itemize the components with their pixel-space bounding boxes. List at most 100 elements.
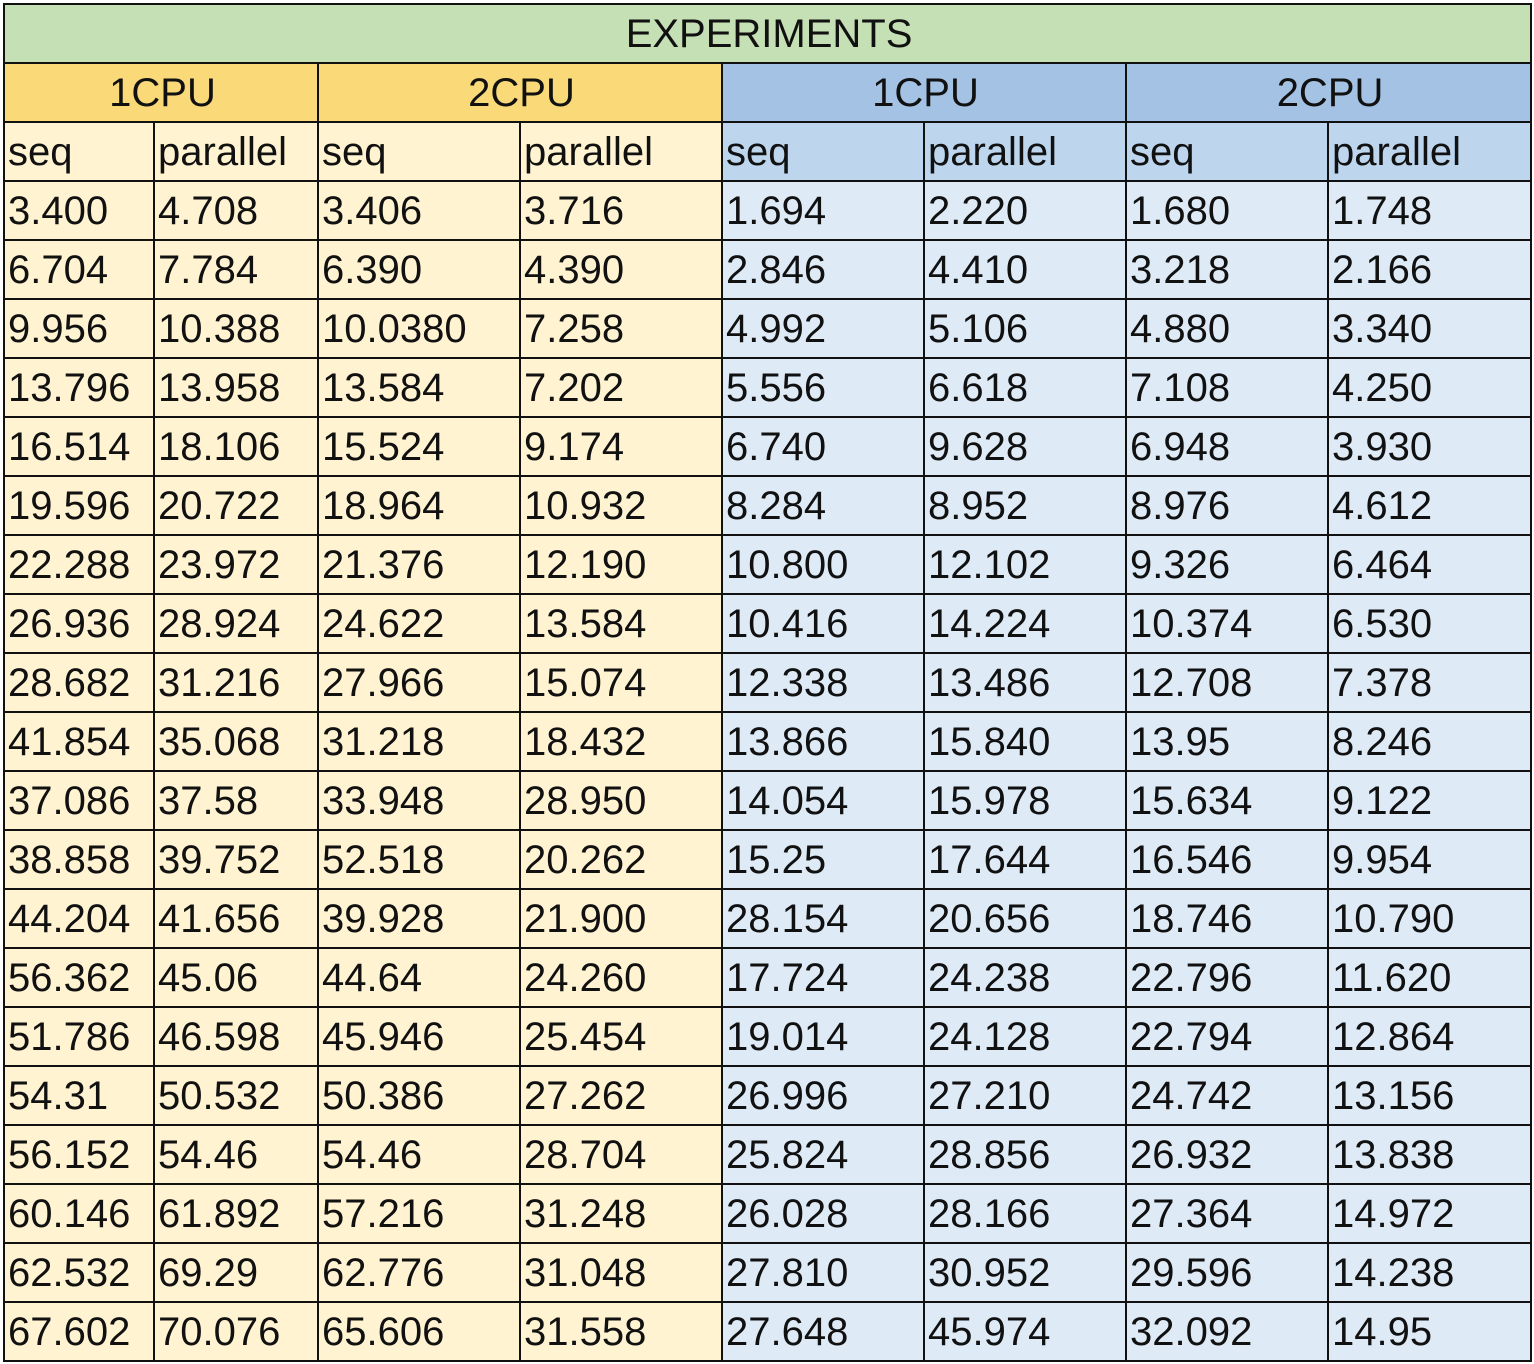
table-cell[interactable]: 20.262 — [519, 829, 723, 890]
table-cell[interactable]: 6.530 — [1326, 593, 1533, 654]
table-cell[interactable]: 3.218 — [1125, 239, 1329, 300]
table-cell[interactable]: 13.866 — [721, 711, 925, 772]
table-cell[interactable]: 44.204 — [3, 888, 155, 949]
table-cell[interactable]: 44.64 — [317, 947, 521, 1008]
table-cell[interactable]: 67.602 — [3, 1301, 155, 1362]
table-cell[interactable]: 60.146 — [3, 1183, 155, 1244]
table-cell[interactable]: 8.976 — [1125, 475, 1329, 536]
table-cell[interactable]: 41.854 — [3, 711, 155, 772]
table-cell[interactable]: 12.708 — [1125, 652, 1329, 713]
table-cell[interactable]: 18.964 — [317, 475, 521, 536]
table-cell[interactable]: 18.432 — [519, 711, 723, 772]
table-cell[interactable]: 28.154 — [721, 888, 925, 949]
table-cell[interactable]: 28.166 — [923, 1183, 1127, 1244]
table-cell[interactable]: 10.800 — [721, 534, 925, 595]
table-cell[interactable]: 6.464 — [1326, 534, 1533, 595]
table-cell[interactable]: 3.340 — [1326, 298, 1533, 359]
table-cell[interactable]: 46.598 — [153, 1006, 319, 1067]
table-cell[interactable]: 37.58 — [153, 770, 319, 831]
table-cell[interactable]: 13.95 — [1125, 711, 1329, 772]
column-header-parallel[interactable]: parallel — [923, 121, 1127, 182]
table-cell[interactable]: 6.740 — [721, 416, 925, 477]
table-cell[interactable]: 24.260 — [519, 947, 723, 1008]
table-cell[interactable]: 2.846 — [721, 239, 925, 300]
table-cell[interactable]: 45.974 — [923, 1301, 1127, 1362]
table-cell[interactable]: 7.378 — [1326, 652, 1533, 713]
table-cell[interactable]: 15.634 — [1125, 770, 1329, 831]
table-cell[interactable]: 18.106 — [153, 416, 319, 477]
table-cell[interactable]: 9.122 — [1326, 770, 1533, 831]
table-cell[interactable]: 28.704 — [519, 1124, 723, 1185]
table-cell[interactable]: 7.258 — [519, 298, 723, 359]
table-cell[interactable]: 31.218 — [317, 711, 521, 772]
table-cell[interactable]: 3.930 — [1326, 416, 1533, 477]
table-cell[interactable]: 24.238 — [923, 947, 1127, 1008]
table-cell[interactable]: 28.950 — [519, 770, 723, 831]
table-cell[interactable]: 62.532 — [3, 1242, 155, 1303]
table-cell[interactable]: 25.454 — [519, 1006, 723, 1067]
table-cell[interactable]: 27.364 — [1125, 1183, 1329, 1244]
table-cell[interactable]: 21.900 — [519, 888, 723, 949]
table-cell[interactable]: 56.362 — [3, 947, 155, 1008]
table-cell[interactable]: 7.108 — [1125, 357, 1329, 418]
column-header-parallel[interactable]: parallel — [1326, 121, 1533, 182]
column-header-seq[interactable]: seq — [3, 121, 155, 182]
table-cell[interactable]: 9.326 — [1125, 534, 1329, 595]
table-cell[interactable]: 31.558 — [519, 1301, 723, 1362]
table-cell[interactable]: 62.776 — [317, 1242, 521, 1303]
table-cell[interactable]: 19.596 — [3, 475, 155, 536]
table-cell[interactable]: 7.784 — [153, 239, 319, 300]
table-cell[interactable]: 4.410 — [923, 239, 1127, 300]
table-cell[interactable]: 4.612 — [1326, 475, 1533, 536]
table-cell[interactable]: 54.46 — [317, 1124, 521, 1185]
table-cell[interactable]: 52.518 — [317, 829, 521, 890]
table-cell[interactable]: 3.400 — [3, 180, 155, 241]
table-cell[interactable]: 17.644 — [923, 829, 1127, 890]
table-cell[interactable]: 14.972 — [1326, 1183, 1533, 1244]
group-header-4[interactable]: 2CPU — [1124, 62, 1533, 123]
table-cell[interactable]: 13.584 — [519, 593, 723, 654]
table-cell[interactable]: 23.972 — [153, 534, 319, 595]
column-header-seq[interactable]: seq — [721, 121, 925, 182]
table-cell[interactable]: 70.076 — [153, 1301, 319, 1362]
table-cell[interactable]: 9.174 — [519, 416, 723, 477]
table-cell[interactable]: 12.338 — [721, 652, 925, 713]
table-cell[interactable]: 69.29 — [153, 1242, 319, 1303]
group-header-3[interactable]: 1CPU — [721, 62, 1127, 123]
table-cell[interactable]: 37.086 — [3, 770, 155, 831]
table-cell[interactable]: 54.31 — [3, 1065, 155, 1126]
table-cell[interactable]: 13.838 — [1326, 1124, 1533, 1185]
table-cell[interactable]: 3.406 — [317, 180, 521, 241]
table-cell[interactable]: 57.216 — [317, 1183, 521, 1244]
table-cell[interactable]: 24.742 — [1125, 1065, 1329, 1126]
table-cell[interactable]: 4.992 — [721, 298, 925, 359]
table-cell[interactable]: 18.746 — [1125, 888, 1329, 949]
table-cell[interactable]: 9.956 — [3, 298, 155, 359]
table-cell[interactable]: 26.932 — [1125, 1124, 1329, 1185]
table-cell[interactable]: 13.958 — [153, 357, 319, 418]
table-cell[interactable]: 30.952 — [923, 1242, 1127, 1303]
table-cell[interactable]: 27.262 — [519, 1065, 723, 1126]
table-cell[interactable]: 25.824 — [721, 1124, 925, 1185]
table-cell[interactable]: 9.954 — [1326, 829, 1533, 890]
table-cell[interactable]: 1.748 — [1326, 180, 1533, 241]
table-cell[interactable]: 50.386 — [317, 1065, 521, 1126]
table-cell[interactable]: 11.620 — [1326, 947, 1533, 1008]
table-cell[interactable]: 33.948 — [317, 770, 521, 831]
table-cell[interactable]: 31.248 — [519, 1183, 723, 1244]
table-cell[interactable]: 27.648 — [721, 1301, 925, 1362]
table-cell[interactable]: 31.216 — [153, 652, 319, 713]
table-cell[interactable]: 14.224 — [923, 593, 1127, 654]
table-cell[interactable]: 10.790 — [1326, 888, 1533, 949]
table-cell[interactable]: 4.250 — [1326, 357, 1533, 418]
table-cell[interactable]: 26.028 — [721, 1183, 925, 1244]
table-cell[interactable]: 12.190 — [519, 534, 723, 595]
table-cell[interactable]: 13.796 — [3, 357, 155, 418]
table-cell[interactable]: 24.622 — [317, 593, 521, 654]
table-cell[interactable]: 35.068 — [153, 711, 319, 772]
table-cell[interactable]: 10.416 — [721, 593, 925, 654]
table-cell[interactable]: 45.06 — [153, 947, 319, 1008]
column-header-parallel[interactable]: parallel — [153, 121, 319, 182]
table-cell[interactable]: 5.106 — [923, 298, 1127, 359]
table-cell[interactable]: 41.656 — [153, 888, 319, 949]
